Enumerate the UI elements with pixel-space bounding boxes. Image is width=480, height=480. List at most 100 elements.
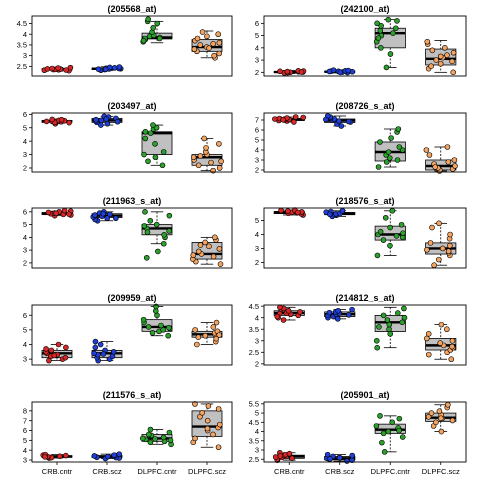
data-point: [378, 28, 383, 33]
data-point: [400, 320, 405, 325]
panel: (203497_at) 2 3 4 5 6: [23, 101, 232, 173]
panel: (211576_s_at)345678CRB.cntr CRB.scz DLPFC.…: [23, 390, 232, 476]
data-point: [218, 262, 223, 267]
data-point: [428, 240, 433, 245]
data-point: [387, 327, 392, 332]
y-axis: 2 3 4 5 6: [23, 110, 32, 173]
y-tick-label: 5: [255, 216, 259, 225]
data-point: [338, 70, 343, 75]
data-point: [452, 158, 457, 163]
data-point: [375, 253, 380, 258]
data-point: [45, 66, 50, 71]
x-tick-label: DLPFC.cntr: [137, 467, 177, 476]
data-point: [436, 257, 441, 262]
box-crb-cntr: [274, 208, 306, 218]
box-crb-scz: [323, 114, 355, 129]
data-point: [211, 254, 216, 259]
data-point: [219, 159, 224, 164]
data-point: [153, 436, 158, 441]
data-point: [438, 416, 443, 421]
y-tick-label: 4: [23, 446, 27, 455]
data-point: [193, 327, 198, 332]
y-tick-label: 3: [23, 246, 27, 255]
data-point: [193, 436, 198, 441]
box-dlpfc-cntr: [375, 208, 406, 258]
data-point: [433, 420, 438, 425]
y-tick-label: 2: [23, 258, 27, 267]
data-point: [350, 453, 355, 458]
data-point: [207, 46, 212, 51]
data-point: [217, 40, 222, 45]
data-point: [439, 322, 444, 327]
data-point: [327, 310, 332, 315]
data-point: [142, 152, 147, 157]
y-axis: 2.533.544.555.5: [249, 399, 264, 463]
data-point: [344, 459, 349, 464]
panel-title: (208726_s_at): [335, 101, 394, 111]
data-point: [432, 263, 437, 268]
y-tick-label: 3: [255, 446, 259, 455]
box-dlpfc-cntr: [140, 427, 173, 447]
y-tick-label: 7: [23, 416, 27, 425]
data-point: [450, 59, 455, 64]
data-point: [327, 212, 332, 217]
data-point: [449, 357, 454, 362]
data-point: [217, 165, 222, 170]
y-tick-label: 3.5: [17, 41, 27, 50]
y-tick-label: 6: [23, 110, 27, 119]
data-point: [402, 315, 407, 320]
y-tick-label: 2: [23, 164, 27, 173]
data-point: [448, 232, 453, 237]
data-point: [278, 69, 283, 74]
box-dlpfc-scz: [190, 235, 223, 267]
data-point: [150, 123, 155, 128]
data-point: [427, 153, 432, 158]
y-tick-label: 2.5: [249, 348, 259, 357]
box-dlpfc-scz: [424, 322, 456, 362]
data-point: [161, 241, 166, 246]
box-dlpfc-cntr: [141, 304, 172, 338]
data-point: [388, 331, 393, 336]
y-axis: 3456: [23, 311, 32, 364]
panel-title: (214812_s_at): [335, 293, 394, 303]
data-point: [430, 48, 435, 53]
data-point: [167, 430, 172, 435]
y-axis: 2.5 33.5 4 4.5: [17, 19, 32, 71]
y-tick-label: 2: [255, 166, 259, 175]
panel: (242100_at)23456: [255, 4, 466, 77]
y-axis: 2 3 4 5 6: [23, 207, 32, 267]
data-point: [148, 427, 153, 432]
y-tick-label: 4: [23, 30, 27, 39]
data-point: [337, 119, 342, 124]
data-point: [206, 403, 211, 408]
data-point: [376, 165, 381, 170]
data-point: [150, 330, 155, 335]
data-point: [115, 119, 120, 124]
box-crb-cntr: [272, 115, 305, 125]
y-tick-label: 2: [255, 359, 259, 368]
data-point: [301, 115, 306, 120]
data-point: [323, 117, 328, 122]
box-dlpfc-cntr: [374, 413, 406, 454]
box-dlpfc-scz: [192, 30, 222, 61]
box-crb-scz: [324, 208, 355, 219]
data-point: [386, 429, 391, 434]
y-tick-label: 5: [23, 123, 27, 132]
y-tick-label: 4: [23, 137, 27, 146]
data-point: [377, 140, 382, 145]
data-point: [378, 45, 383, 50]
x-tick-label: CRB.scz: [92, 467, 121, 476]
data-point: [142, 209, 147, 214]
data-point: [112, 453, 117, 458]
data-point: [214, 320, 219, 325]
data-point: [206, 244, 211, 249]
data-point: [92, 213, 97, 218]
data-point: [50, 117, 55, 122]
data-point: [374, 424, 379, 429]
data-point: [204, 145, 209, 150]
data-point: [445, 145, 450, 150]
data-point: [92, 351, 97, 356]
data-point: [66, 212, 71, 217]
data-point: [378, 229, 383, 234]
panel: (218576_s_at)2345: [255, 196, 466, 268]
